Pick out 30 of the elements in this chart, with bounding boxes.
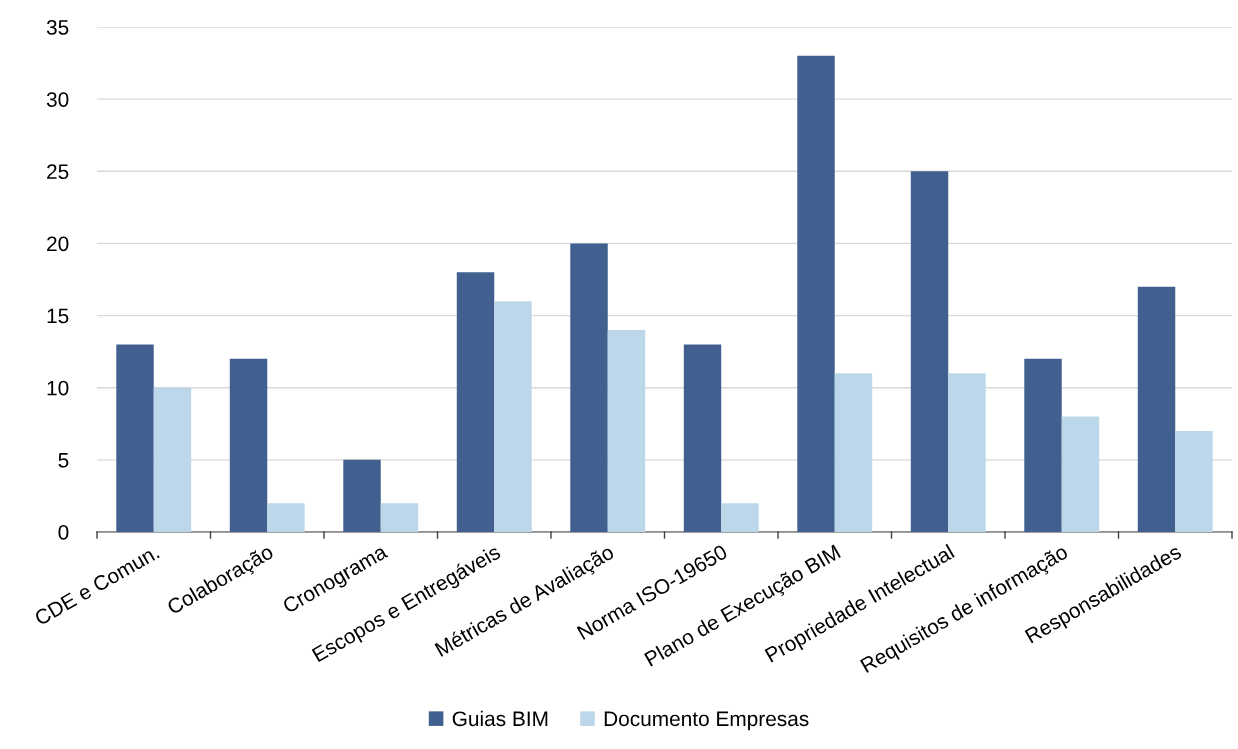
bar	[1061, 416, 1100, 532]
bar	[1024, 358, 1062, 532]
bar	[456, 272, 495, 532]
y-tick-label: 20	[47, 236, 69, 252]
bar	[229, 358, 268, 532]
bar	[1137, 286, 1176, 532]
y-tick-label: 15	[47, 308, 69, 324]
legend-label: Guias BIM	[452, 710, 548, 727]
y-tick-label: 0	[58, 525, 69, 540]
bar	[683, 344, 722, 532]
bar	[834, 373, 873, 532]
bar	[343, 459, 381, 532]
bar	[1175, 431, 1213, 532]
y-tick-label: 25	[47, 164, 69, 180]
y-tick-label: 10	[47, 380, 69, 396]
bar	[267, 503, 305, 532]
bar	[570, 243, 608, 532]
bar	[116, 344, 154, 532]
bar	[494, 301, 532, 532]
legend-label: Documento Empresas	[604, 711, 809, 731]
bar	[910, 171, 949, 532]
bar	[797, 55, 835, 532]
bar	[948, 373, 986, 532]
y-tick-label: 30	[46, 92, 69, 107]
y-tick-label: 35	[46, 20, 69, 35]
bar	[721, 503, 759, 532]
y-tick-label: 5	[58, 453, 69, 468]
bar	[153, 387, 192, 532]
bar	[380, 503, 419, 532]
bar	[607, 330, 646, 532]
